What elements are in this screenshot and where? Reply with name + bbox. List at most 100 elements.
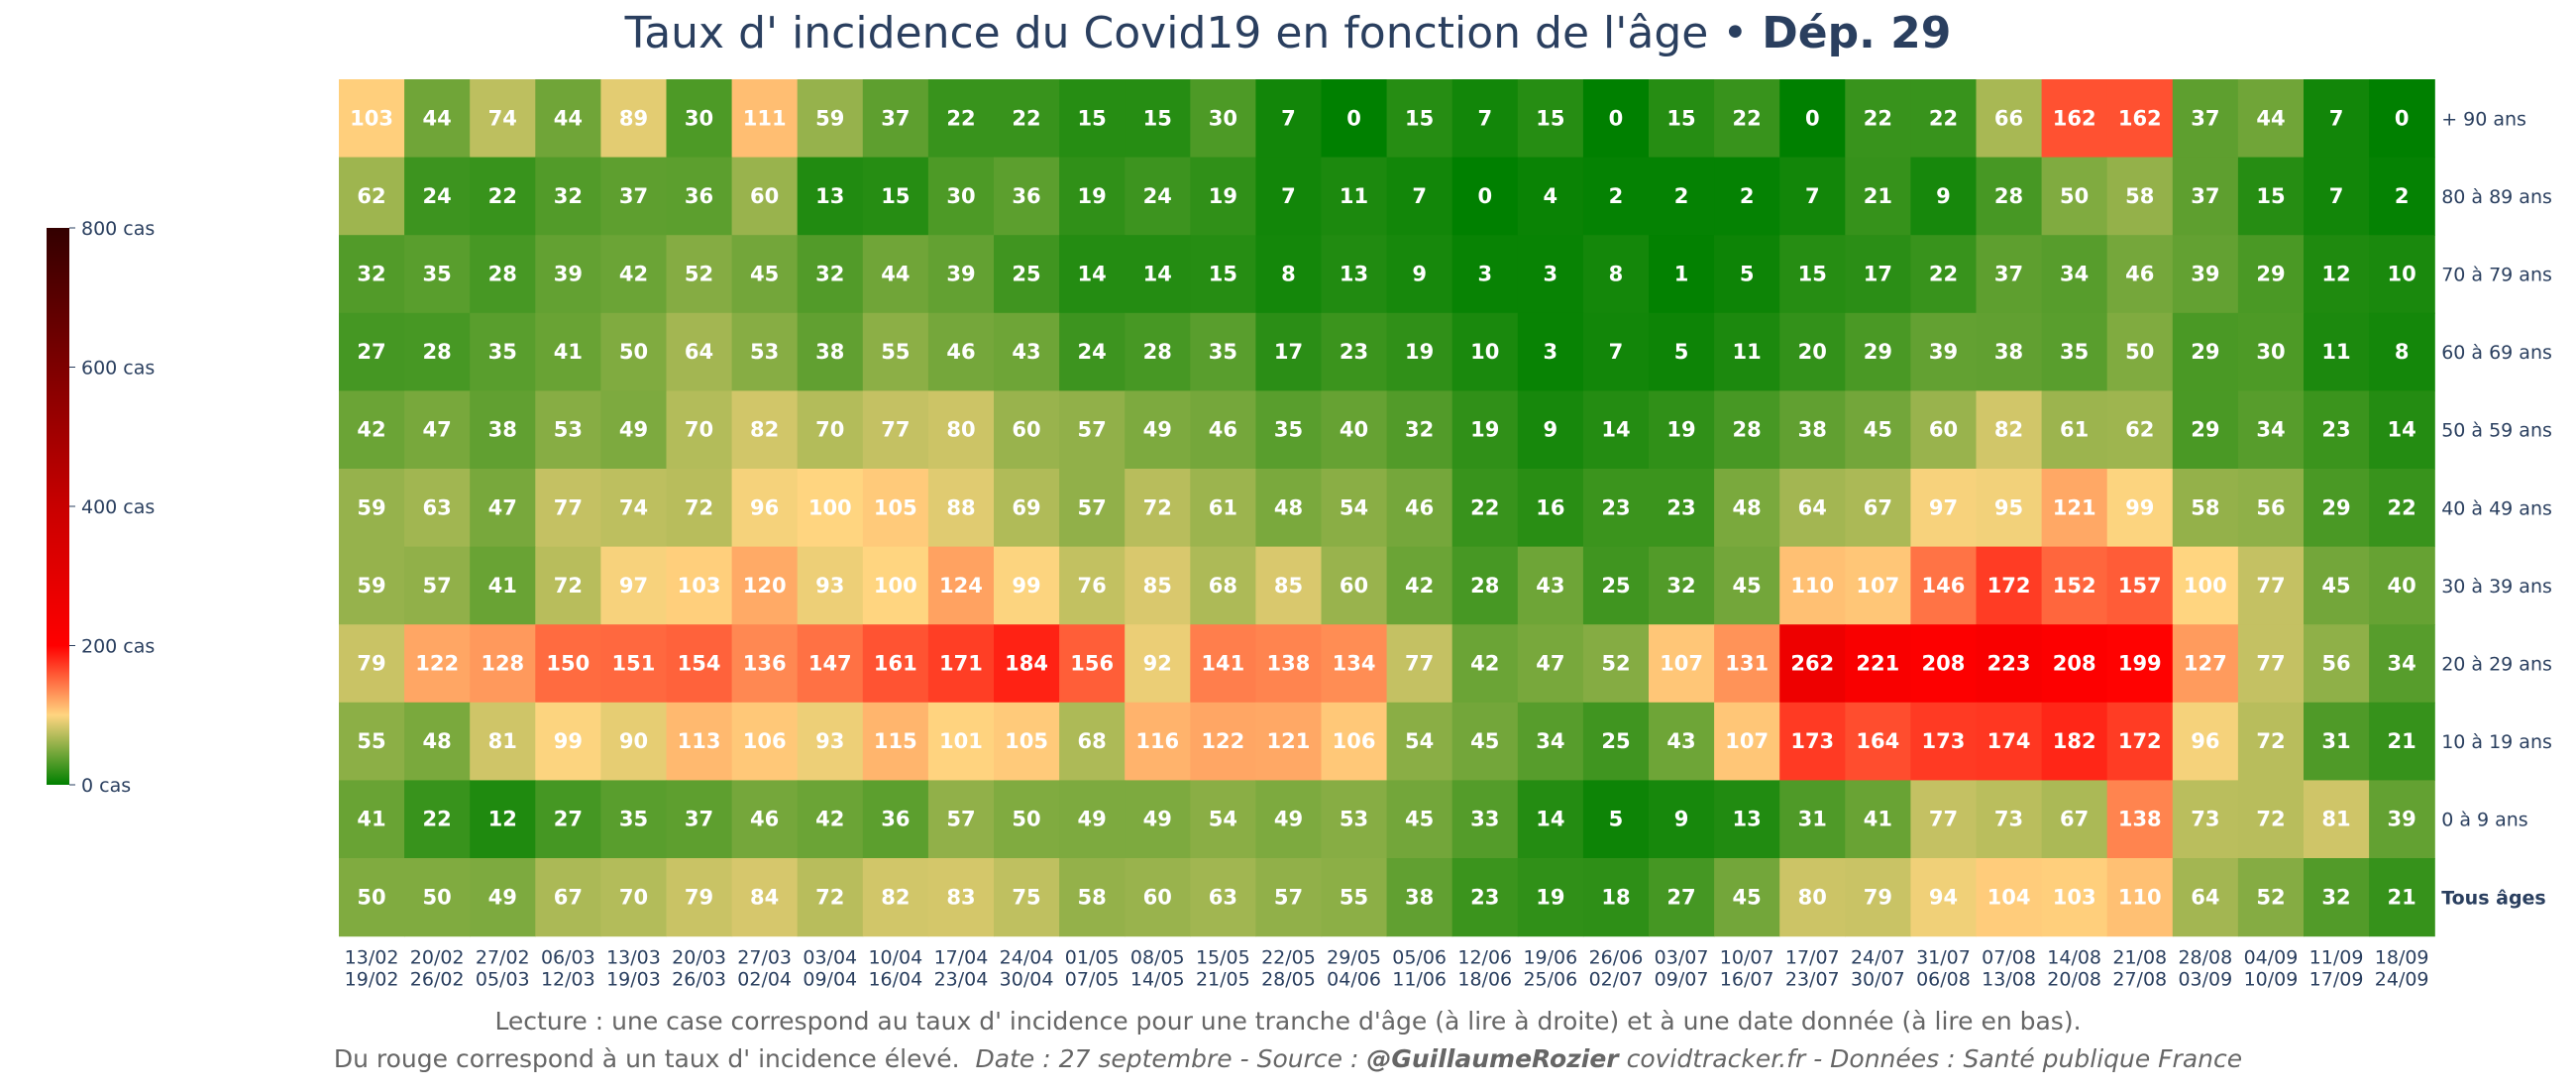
heatmap-cell [2304,469,2370,548]
heatmap-cell [1845,624,1911,704]
heatmap-cell-label: 40 [2388,574,2416,598]
heatmap-cell-label: 74 [619,495,648,519]
heatmap-cell [731,780,799,859]
heatmap-cell-label: 29 [2191,340,2219,364]
heatmap-cell-label: 41 [554,340,583,364]
heatmap-cell-label: 14 [1601,418,1630,442]
heatmap-cell-label: 77 [554,495,583,519]
heatmap-cell [470,858,536,937]
heatmap-cell [666,546,733,625]
heatmap-cell-label: 29 [1864,340,1892,364]
colorbar-tick-label: 200 cas [81,636,155,658]
heatmap-cell [600,312,668,391]
heatmap-cell-label: 7 [1477,106,1492,130]
heatmap-cell-label: 85 [1143,574,1172,598]
heatmap-cell-label: 100 [808,495,852,519]
heatmap-cell [339,702,405,781]
heatmap-cell [1910,624,1978,704]
x-tick-end: 03/09 [2178,969,2232,991]
heatmap-cell [600,624,668,704]
heatmap-cell [600,702,668,781]
heatmap-cell [1910,157,1978,236]
x-tick-end: 07/05 [1065,969,1120,991]
heatmap-cell [404,312,471,391]
heatmap-cell [731,858,799,937]
heatmap-cell [666,79,733,159]
heatmap-cell [2106,780,2174,859]
x-tick-end: 10/09 [2244,969,2299,991]
heatmap-cell [2304,702,2370,781]
heatmap-cell-label: 93 [815,574,844,598]
heatmap-cell-label: 32 [357,263,385,286]
heatmap-cell [1910,235,1978,314]
heatmap-cell-label: 50 [619,340,648,364]
heatmap-cell-label: 84 [750,885,779,909]
heatmap-cell-label: 99 [2125,495,2154,519]
heatmap-cell-label: 22 [946,106,975,130]
heatmap-cell-label: 7 [2329,184,2344,208]
heatmap-cell-label: 106 [1333,729,1376,753]
heatmap-cell [1976,858,2043,937]
heatmap-cell [666,157,733,236]
heatmap-cell-label: 39 [1929,340,1958,364]
heatmap-cell-label: 63 [423,495,452,519]
heatmap-cell [1255,780,1323,859]
heatmap-cell [927,235,995,314]
heatmap-cell-label: 110 [2118,885,2162,909]
heatmap-cell [535,390,601,470]
colorbar-tick-label: 600 cas [81,358,155,380]
heatmap-cell-label: 45 [1733,574,1762,598]
heatmap-cell-label: 74 [488,106,517,130]
heatmap-cell [1649,469,1715,548]
heatmap-cell [2106,79,2174,159]
heatmap-cell [1845,858,1911,937]
heatmap-cell [1451,858,1519,937]
heatmap-cell [535,702,601,781]
x-tick-start: 08/05 [1130,947,1185,969]
heatmap-cell [2304,235,2370,314]
heatmap-cell-label: 57 [1078,495,1107,519]
heatmap-cell [1386,79,1453,159]
heatmap-cell [862,79,929,159]
heatmap-cell-label: 16 [1536,495,1564,519]
heatmap-cell-label: 67 [1864,495,1892,519]
heatmap-cell-label: 23 [1470,885,1499,909]
heatmap-cell-label: 30 [1209,106,1237,130]
heatmap-cell [927,702,995,781]
heatmap-cell-label: 58 [1078,885,1107,909]
heatmap-cell-label: 116 [1135,729,1179,753]
heatmap-cell [535,780,601,859]
heatmap-cell-label: 223 [1987,652,2031,676]
heatmap-cell [1517,312,1584,391]
heatmap-cell [1321,546,1388,625]
heatmap-cell [1845,546,1911,625]
heatmap-cell [1714,469,1780,548]
heatmap-cell-label: 2 [2395,184,2410,208]
heatmap-cell [2304,79,2370,159]
heatmap-cell-label: 35 [488,340,517,364]
x-tick-start: 28/08 [2178,947,2232,969]
heatmap-cell-label: 161 [874,652,917,676]
caption-line-1: Lecture : une case correspond au taux d'… [494,1007,2082,1036]
heatmap-cell-label: 46 [946,340,975,364]
x-tick-end: 23/07 [1785,969,1840,991]
heatmap-cell-label: 2 [1740,184,1755,208]
heatmap-cell [1451,780,1519,859]
heatmap-cell-label: 36 [1012,184,1040,208]
heatmap-cell [731,390,799,470]
heatmap-cell [535,157,601,236]
heatmap-cell-label: 35 [423,263,452,286]
x-tick-start: 20/02 [410,947,465,969]
heatmap-cell-label: 35 [1274,418,1303,442]
heatmap-cell [2304,390,2370,470]
heatmap-cell [600,780,668,859]
heatmap-cell-label: 0 [1346,106,1361,130]
heatmap-cell-label: 43 [1666,729,1695,753]
heatmap-cell [1386,469,1453,548]
heatmap-cell-label: 37 [1994,263,2023,286]
heatmap-cell-label: 55 [1340,885,1368,909]
x-tick-end: 20/08 [2047,969,2101,991]
heatmap-cell-label: 50 [1012,808,1040,831]
heatmap-cell-label: 59 [357,495,385,519]
heatmap-cell [2106,235,2174,314]
